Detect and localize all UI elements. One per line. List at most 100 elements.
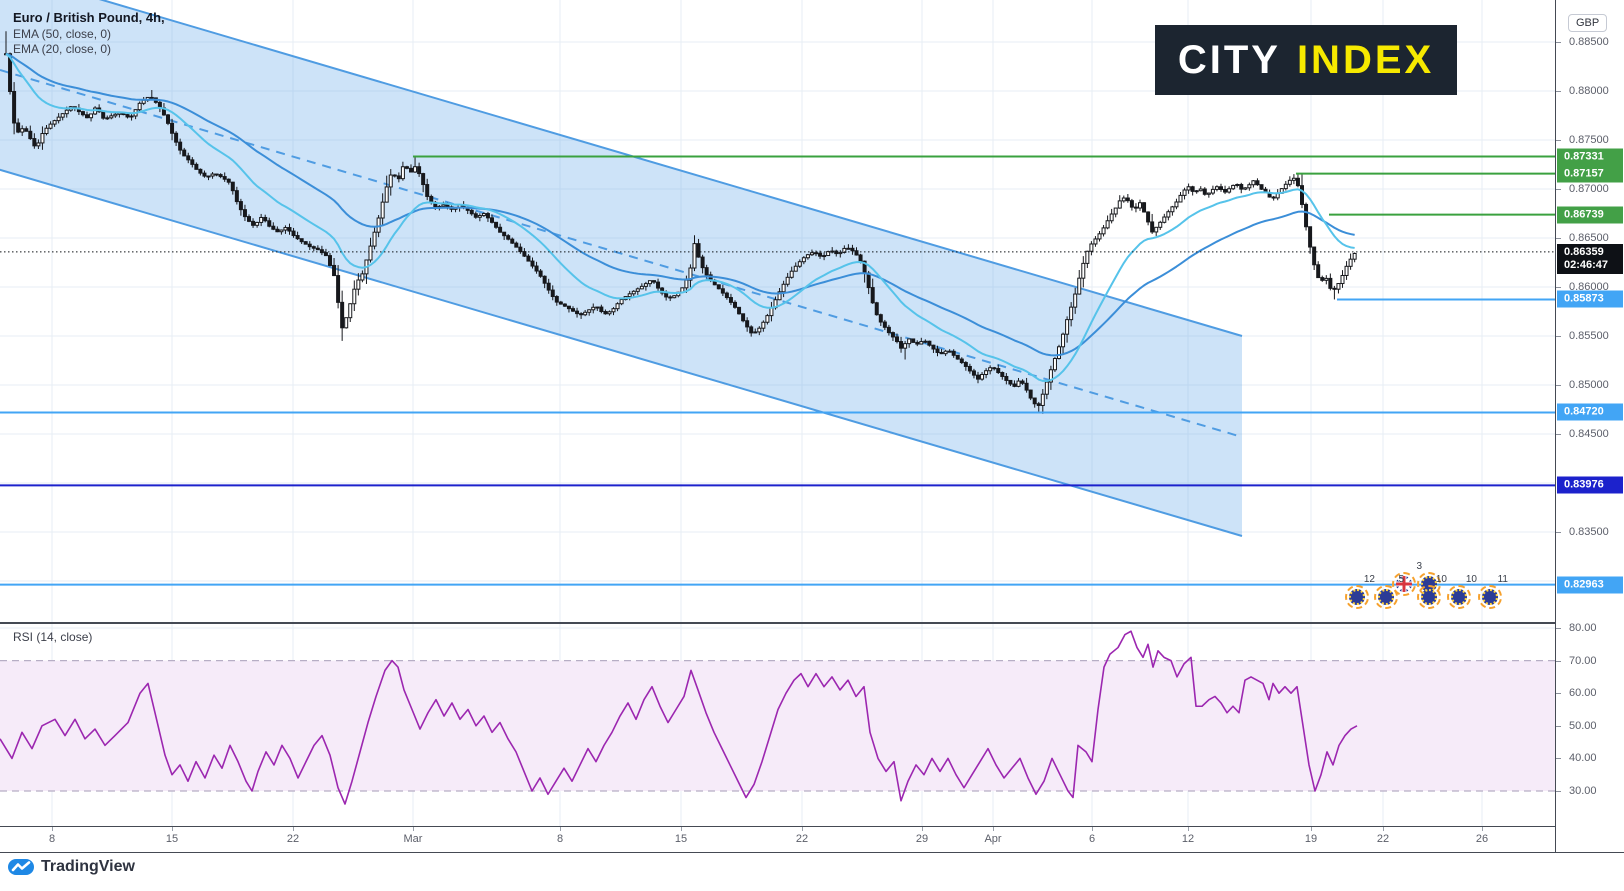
- time-tick-label: 6: [1088, 833, 1096, 845]
- time-tick-mark: [1092, 827, 1093, 831]
- rsi-tick-mark: [1556, 628, 1561, 629]
- city-index-logo: CITY INDEX: [1155, 25, 1457, 95]
- tradingview-logo-text: TradingView: [41, 858, 135, 875]
- rsi-line: [0, 630, 1358, 805]
- time-tick-label: 12: [1181, 833, 1195, 845]
- last-price-value: 0.86359: [1564, 245, 1604, 258]
- rsi-tick-mark: [1556, 693, 1561, 695]
- event-count-label: 10: [1435, 574, 1447, 585]
- price-tick-mark: [1556, 140, 1561, 141]
- candlesticks: [4, 31, 1357, 414]
- rsi-tick-label: 80.00: [1569, 622, 1597, 634]
- time-tick-label: 26: [1475, 833, 1489, 845]
- rsi-tick-mark: [1556, 791, 1561, 792]
- price-tick-mark: [1556, 287, 1561, 288]
- price-level-badge[interactable]: 0.82963: [1557, 576, 1623, 594]
- event-flag-eu[interactable]: 10: [1447, 574, 1477, 609]
- chart-plot-area[interactable]: [0, 0, 1624, 852]
- time-tick-mark: [413, 827, 414, 831]
- price-tick-mark: [1556, 189, 1561, 190]
- price-tick-mark: [1556, 42, 1561, 43]
- tradingview-icon: [8, 859, 34, 875]
- event-count-label: 12: [1363, 574, 1375, 585]
- price-level-badge[interactable]: 0.83976: [1557, 476, 1623, 494]
- price-tick-mark: [1556, 532, 1561, 533]
- trend-channel: [0, 0, 1243, 537]
- bar-countdown: 02:46:47: [1564, 258, 1609, 271]
- last-price-badge[interactable]: 0.86359 02:46:47: [1557, 243, 1623, 274]
- indicator-ema50-label[interactable]: EMA (50, close, 0): [13, 27, 112, 41]
- price-level-badge[interactable]: 0.86739: [1557, 206, 1623, 224]
- time-tick-mark: [52, 827, 53, 831]
- time-tick-label: 22: [286, 833, 300, 845]
- price-tick-label: 0.85500: [1569, 330, 1609, 342]
- time-tick-label: 22: [1376, 833, 1390, 845]
- price-tick-mark: [1556, 91, 1561, 92]
- indicator-rsi-label[interactable]: RSI (14, close): [13, 630, 93, 644]
- time-tick-mark: [922, 827, 923, 831]
- rsi-tick-label: 50.00: [1569, 719, 1597, 732]
- price-tick-mark: [1556, 336, 1561, 337]
- price-level-badge[interactable]: 0.87331: [1557, 148, 1623, 166]
- symbol-title[interactable]: Euro / British Pound, 4h,: [13, 10, 165, 25]
- time-tick-label: 8: [48, 833, 56, 845]
- time-tick-mark: [1383, 827, 1384, 831]
- tradingview-logo[interactable]: TradingView: [8, 858, 135, 876]
- uk-flag-icon: [1396, 576, 1412, 592]
- eu-flag-icon: [1378, 589, 1394, 605]
- event-flag-eu[interactable]: 5: [1374, 574, 1404, 609]
- price-level-badge[interactable]: 0.84720: [1557, 403, 1623, 421]
- price-tick-label: 0.88500: [1569, 36, 1609, 48]
- time-tick-mark: [993, 827, 994, 831]
- price-tick-label: 0.85000: [1569, 379, 1609, 391]
- rsi-tick-mark: [1556, 660, 1561, 662]
- price-level-badge[interactable]: 0.87157: [1557, 165, 1623, 183]
- rsi-tick-label: 40.00: [1569, 752, 1597, 765]
- price-level-badge[interactable]: 0.85873: [1557, 290, 1623, 308]
- eu-flag-icon: [1482, 589, 1498, 605]
- eu-flag-icon: [1349, 589, 1365, 605]
- pane-separator[interactable]: [0, 622, 1624, 624]
- rsi-tick-label: 70.00: [1569, 654, 1597, 667]
- price-tick-label: 0.88000: [1569, 85, 1609, 97]
- time-tick-mark: [802, 827, 803, 831]
- event-count-label: 3: [1416, 561, 1422, 572]
- event-flag-eu[interactable]: 11: [1478, 574, 1508, 609]
- eu-flag-icon: [1421, 589, 1437, 605]
- time-axis[interactable]: 8 15 22 Mar 8 15 22 29 Apr 6 12 19 22 26: [0, 827, 1555, 852]
- price-tick-label: 0.86500: [1569, 232, 1609, 244]
- time-tick-label: 8: [556, 833, 564, 845]
- price-tick-label: 0.86000: [1569, 281, 1609, 293]
- time-tick-mark: [1482, 827, 1483, 831]
- time-tick-label: 15: [165, 833, 179, 845]
- event-flag-gb[interactable]: 3: [1392, 561, 1422, 596]
- ema20-line: [5, 53, 1355, 383]
- time-tick-label: 15: [674, 833, 688, 845]
- price-tick-mark: [1556, 434, 1561, 435]
- price-tick-label: 0.84500: [1569, 428, 1609, 440]
- price-tick-label: 0.87000: [1569, 183, 1609, 195]
- time-tick-mark: [172, 827, 173, 831]
- time-tick-mark: [1311, 827, 1312, 831]
- rsi-tick-label: 60.00: [1569, 687, 1597, 700]
- time-tick-label: Mar: [403, 833, 423, 845]
- price-tick-label: 0.83500: [1569, 526, 1609, 538]
- price-tick-mark: [1556, 385, 1561, 386]
- time-tick-mark: [681, 827, 682, 831]
- price-tick-label: 0.87500: [1569, 134, 1609, 146]
- price-levels: [0, 155, 1555, 586]
- price-scale[interactable]: GBP 0.88500 0.88000 0.87500 0.87000 0.86500 0…: [1555, 0, 1624, 852]
- eu-flag-icon: [1451, 589, 1467, 605]
- time-tick-mark: [560, 827, 561, 831]
- rsi-tick-label: 30.00: [1569, 785, 1597, 797]
- city-index-logo-city: CITY: [1177, 37, 1281, 82]
- currency-gbp-button[interactable]: GBP: [1568, 14, 1608, 32]
- time-tick-label: Apr: [984, 833, 1002, 845]
- event-count-label: 5: [1398, 574, 1404, 585]
- event-flag-eu[interactable]: 12: [1345, 574, 1375, 609]
- event-flag-eu[interactable]: 10: [1417, 574, 1447, 609]
- indicator-ema20-label[interactable]: EMA (20, close, 0): [13, 42, 112, 56]
- ema50-line: [5, 52, 1355, 357]
- time-tick-mark: [1188, 827, 1189, 831]
